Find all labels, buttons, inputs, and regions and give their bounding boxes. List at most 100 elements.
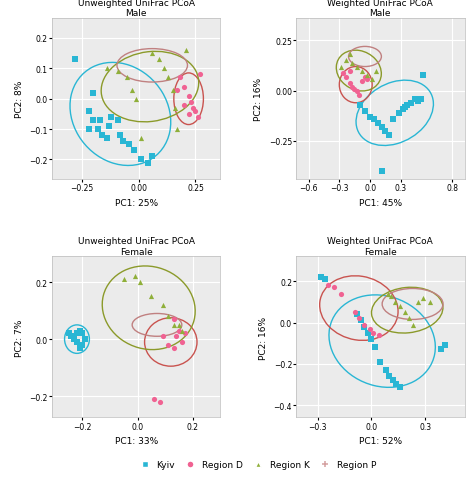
Point (376, 358, 384, 366)
Point (120, 276, 128, 284)
Point (396, 299, 404, 306)
Point (325, 282, 332, 289)
Point (415, 98, 422, 106)
Point (94, 126, 101, 133)
Point (405, 302, 413, 310)
Point (387, 294, 395, 302)
Point (185, 111, 192, 119)
Point (123, 74, 131, 82)
Point (190, 105, 197, 112)
Point (385, 372, 393, 380)
Point (159, 321, 166, 329)
Point (155, 65, 163, 73)
Point (180, 84, 188, 91)
Point (368, 76, 376, 84)
Point (352, 309, 359, 316)
Point (164, 324, 172, 332)
X-axis label: PC1: 33%: PC1: 33% (115, 436, 158, 445)
Point (362, 56, 370, 63)
Point (148, 319, 155, 326)
Point (137, 56, 145, 64)
Point (89, 117, 97, 125)
Point (363, 72, 371, 79)
Point (71, 336, 78, 343)
Point (137, 316, 144, 324)
Point (339, 70, 347, 77)
Point (356, 51, 364, 59)
Point (191, 108, 199, 116)
Point (395, 110, 402, 118)
Point (337, 290, 345, 298)
Point (96, 117, 104, 125)
Title: Weighted UniFrac PCoA
Male: Weighted UniFrac PCoA Male (328, 0, 433, 18)
Point (441, 342, 448, 349)
Point (368, 336, 375, 343)
Point (137, 279, 144, 287)
Point (418, 96, 425, 103)
Point (160, 65, 167, 73)
Point (185, 93, 192, 100)
Point (180, 102, 188, 109)
Point (373, 68, 380, 75)
Point (164, 313, 172, 321)
Point (108, 114, 115, 121)
Point (384, 290, 392, 298)
Point (375, 331, 383, 339)
Title: Weighted UniFrac PCoA
Female: Weighted UniFrac PCoA Female (328, 237, 433, 256)
Point (409, 321, 416, 329)
Point (401, 309, 409, 316)
Point (82, 336, 89, 343)
Point (382, 128, 389, 135)
Point (403, 102, 411, 109)
Point (148, 293, 155, 300)
Point (105, 123, 113, 131)
Point (364, 329, 372, 337)
Y-axis label: PC2: 16%: PC2: 16% (259, 316, 268, 359)
Point (150, 395, 158, 403)
Point (169, 86, 176, 94)
Point (361, 108, 369, 115)
Point (360, 323, 368, 331)
Point (353, 88, 361, 96)
Point (348, 60, 356, 67)
Point (371, 344, 379, 351)
Point (65, 330, 73, 337)
Point (79, 330, 86, 337)
Point (187, 99, 195, 107)
Point (148, 60, 156, 67)
Point (137, 135, 145, 143)
Point (407, 100, 415, 108)
Point (76, 327, 83, 335)
Point (366, 325, 374, 333)
Point (117, 132, 124, 140)
Point (355, 92, 363, 99)
Point (438, 346, 445, 353)
Point (382, 366, 390, 374)
Point (173, 86, 181, 94)
Point (164, 74, 172, 82)
Y-axis label: PC2: 8%: PC2: 8% (15, 81, 24, 118)
Point (148, 153, 156, 161)
Point (432, 299, 440, 306)
Point (423, 302, 431, 310)
Point (171, 62, 179, 70)
Point (379, 124, 386, 132)
Point (175, 327, 183, 335)
Point (119, 138, 127, 146)
Point (85, 126, 92, 133)
Point (126, 141, 133, 149)
Point (73, 338, 81, 346)
Point (89, 90, 97, 97)
Legend: Kyiv, Region D, Region K, Region P: Kyiv, Region D, Region K, Region P (132, 457, 380, 473)
Point (396, 383, 404, 391)
Point (387, 292, 395, 300)
Point (353, 63, 361, 71)
Point (175, 321, 183, 329)
Point (137, 156, 145, 164)
X-axis label: PC1: 45%: PC1: 45% (359, 199, 402, 207)
Point (330, 284, 337, 292)
Point (71, 56, 79, 64)
Point (373, 58, 380, 65)
Point (173, 333, 180, 340)
X-axis label: PC1: 25%: PC1: 25% (115, 199, 158, 207)
